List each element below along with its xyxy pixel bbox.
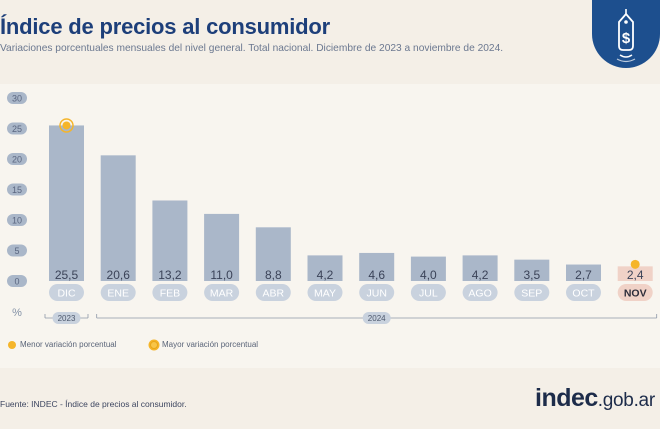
month-label: ABR (263, 288, 285, 300)
month-pill (307, 284, 343, 301)
y-tick-label: 25 (12, 124, 22, 134)
bar (462, 255, 498, 281)
y-tick-badge (7, 92, 27, 104)
bar-value-label: 4,2 (317, 268, 334, 282)
y-tick-label: 20 (12, 155, 22, 165)
bar-value-label: 13,2 (158, 268, 182, 282)
month-pill (49, 284, 84, 301)
brand-badge: $ (592, 0, 660, 68)
month-label: DIC (57, 288, 76, 300)
legend-max: Mayor variación porcentual (150, 340, 258, 349)
month-pill (152, 284, 188, 301)
y-axis-unit: % (12, 307, 22, 319)
month-pill (359, 284, 395, 301)
bar-value-label: 2,4 (627, 268, 644, 282)
month-pill (410, 284, 446, 301)
y-tick-label: 5 (14, 246, 19, 256)
month-label: SEP (521, 288, 542, 300)
bar (410, 256, 446, 281)
month-label: OCT (572, 288, 595, 300)
y-tick-label: 30 (12, 94, 22, 104)
month-pill (514, 284, 550, 301)
year-label: 2023 (58, 314, 76, 323)
bar (566, 264, 601, 281)
indec-logo[interactable]: indec.gob.ar (535, 384, 655, 413)
y-tick-label: 0 (14, 277, 19, 287)
month-label: MAR (210, 288, 234, 300)
bar-chart: 0 5 10 15 20 25 30% 25,5 DIC 20,6 ENE 13,2 FEB 11,0 MA… (7, 92, 658, 324)
month-pill (100, 284, 136, 301)
price-tag-dollar-icon: $ (616, 9, 636, 63)
page-subtitle: Variaciones porcentuales mensuales del n… (0, 43, 504, 54)
y-tick-badge (7, 153, 27, 165)
bar (49, 125, 84, 281)
month-label: FEB (160, 288, 180, 300)
bar (514, 259, 550, 281)
year-pill (362, 312, 391, 324)
max-marker (59, 118, 74, 133)
logo-bold: indec (535, 384, 598, 412)
bar (617, 266, 653, 281)
month-label: JUL (419, 288, 438, 300)
min-marker (630, 259, 640, 269)
month-label: ENE (107, 288, 129, 300)
bar (204, 213, 240, 281)
month-pill (617, 284, 653, 301)
y-tick-label: 10 (12, 216, 22, 226)
legend-min-label: Menor variación porcentual (20, 340, 117, 349)
bar-value-label: 11,0 (210, 268, 233, 282)
y-tick-badge (7, 214, 27, 226)
year-pill (52, 312, 81, 324)
bar (307, 255, 343, 281)
bar (152, 200, 188, 281)
bar (100, 155, 136, 281)
y-tick-badge (7, 244, 27, 257)
bar-value-label: 25,5 (55, 268, 79, 282)
bar (255, 227, 291, 281)
month-label: JUN (366, 288, 386, 300)
bar-value-label: 2,7 (575, 268, 592, 282)
legend-min: Menor variación porcentual (8, 340, 117, 349)
max-marker-core (62, 121, 71, 130)
source-note: Fuente: INDEC - Índice de precios al con… (0, 399, 187, 409)
y-tick-badge (7, 275, 27, 287)
y-tick-badge (7, 122, 27, 135)
page-title: Índice de precios al consumidor (0, 14, 330, 39)
bar (359, 252, 395, 281)
year-label: 2024 (368, 314, 386, 323)
month-label: MAY (314, 288, 336, 300)
y-tick-badge (7, 183, 27, 196)
month-pill (204, 284, 240, 301)
y-tick-label: 15 (12, 185, 22, 195)
svg-text:$: $ (622, 30, 631, 47)
month-label: AGO (468, 288, 491, 300)
bar-value-label: 20,6 (107, 268, 131, 282)
legend-max-label: Mayor variación porcentual (162, 340, 259, 349)
bar-value-label: 8,8 (265, 268, 282, 282)
month-pill (462, 284, 498, 301)
bar-value-label: 4,2 (472, 268, 489, 282)
max-marker-icon (150, 340, 158, 349)
bar-value-label: 3,5 (523, 268, 540, 282)
month-pill (255, 284, 291, 301)
logo-suffix: .gob.ar (597, 390, 655, 411)
bar-value-label: 4,0 (420, 268, 437, 282)
min-marker-icon (8, 340, 16, 349)
month-pill (566, 284, 601, 301)
month-label: NOV (624, 288, 647, 300)
bar-value-label: 4,6 (368, 268, 385, 282)
